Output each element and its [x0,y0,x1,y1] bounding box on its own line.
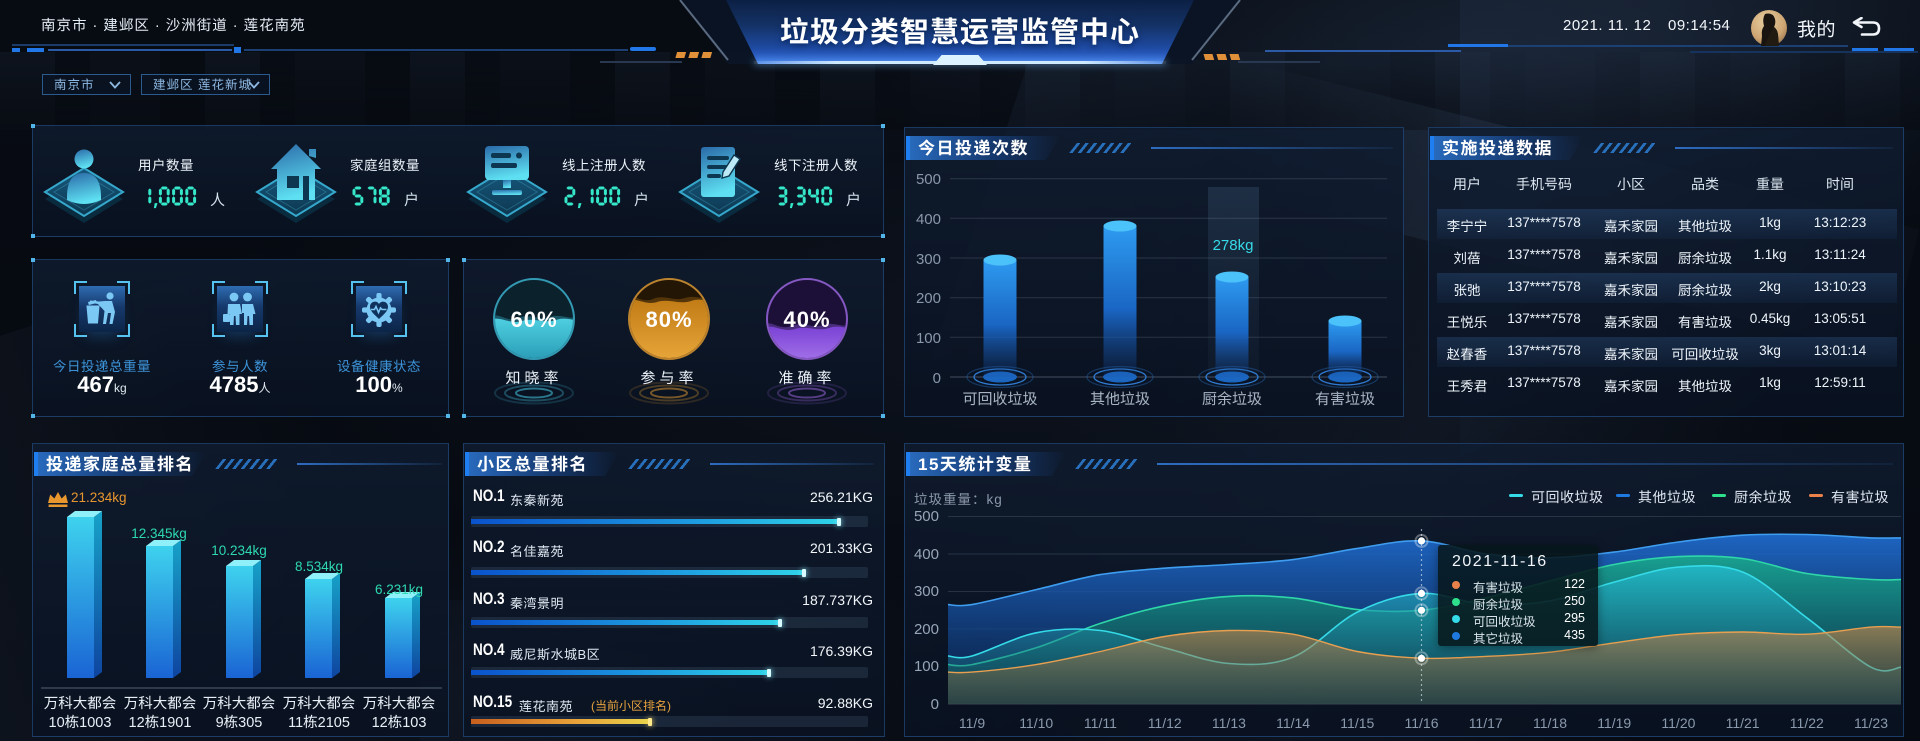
svg-text:11/18: 11/18 [1533,715,1567,731]
svg-text:200: 200 [916,290,941,307]
svg-text:11/11: 11/11 [1084,715,1117,731]
svg-text:11栋2105: 11栋2105 [288,714,350,731]
svg-text:11/17: 11/17 [1469,715,1503,731]
svg-text:500: 500 [916,171,941,188]
svg-text:11/21: 11/21 [1726,715,1760,731]
svg-text:11/19: 11/19 [1597,715,1631,731]
svg-text:21.234kg: 21.234kg [71,490,127,505]
svg-text:10栋1003: 10栋1003 [49,714,112,731]
svg-text:11/15: 11/15 [1340,715,1374,731]
svg-text:万科大都会: 万科大都会 [203,695,276,712]
svg-text:11/20: 11/20 [1661,715,1695,731]
svg-text:万科大都会: 万科大都会 [44,695,117,712]
svg-text:11/14: 11/14 [1276,715,1310,731]
svg-text:12栋103: 12栋103 [372,714,427,731]
svg-text:500: 500 [914,508,939,525]
svg-text:100: 100 [916,330,941,347]
svg-text:400: 400 [916,211,941,228]
svg-text:厨余垃圾: 厨余垃圾 [1202,391,1262,408]
svg-text:0: 0 [933,370,941,387]
svg-text:8.534kg: 8.534kg [295,559,343,574]
svg-text:万科大都会: 万科大都会 [363,695,436,712]
svg-text:12.345kg: 12.345kg [131,526,187,541]
svg-text:万科大都会: 万科大都会 [124,695,197,712]
svg-text:400: 400 [914,546,939,563]
svg-text:11/10: 11/10 [1019,715,1053,731]
svg-text:10.234kg: 10.234kg [211,543,267,558]
svg-text:其他垃圾: 其他垃圾 [1090,391,1150,408]
svg-text:11/23: 11/23 [1854,715,1888,731]
svg-text:有害垃圾: 有害垃圾 [1315,391,1375,408]
svg-text:12栋1901: 12栋1901 [129,714,192,731]
svg-text:9栋305: 9栋305 [216,714,263,731]
svg-text:11/12: 11/12 [1148,715,1182,731]
svg-text:300: 300 [916,251,941,268]
svg-text:11/9: 11/9 [959,715,985,731]
svg-text:11/22: 11/22 [1790,715,1824,731]
svg-text:11/13: 11/13 [1212,715,1246,731]
svg-text:可回收垃圾: 可回收垃圾 [962,391,1037,408]
svg-text:11/16: 11/16 [1405,715,1439,731]
svg-text:6.231kg: 6.231kg [375,582,423,597]
svg-text:200: 200 [914,621,939,638]
svg-text:300: 300 [914,583,939,600]
svg-text:100: 100 [914,658,939,675]
svg-text:0: 0 [931,696,939,713]
svg-text:278kg: 278kg [1213,237,1254,254]
svg-text:万科大都会: 万科大都会 [283,695,356,712]
